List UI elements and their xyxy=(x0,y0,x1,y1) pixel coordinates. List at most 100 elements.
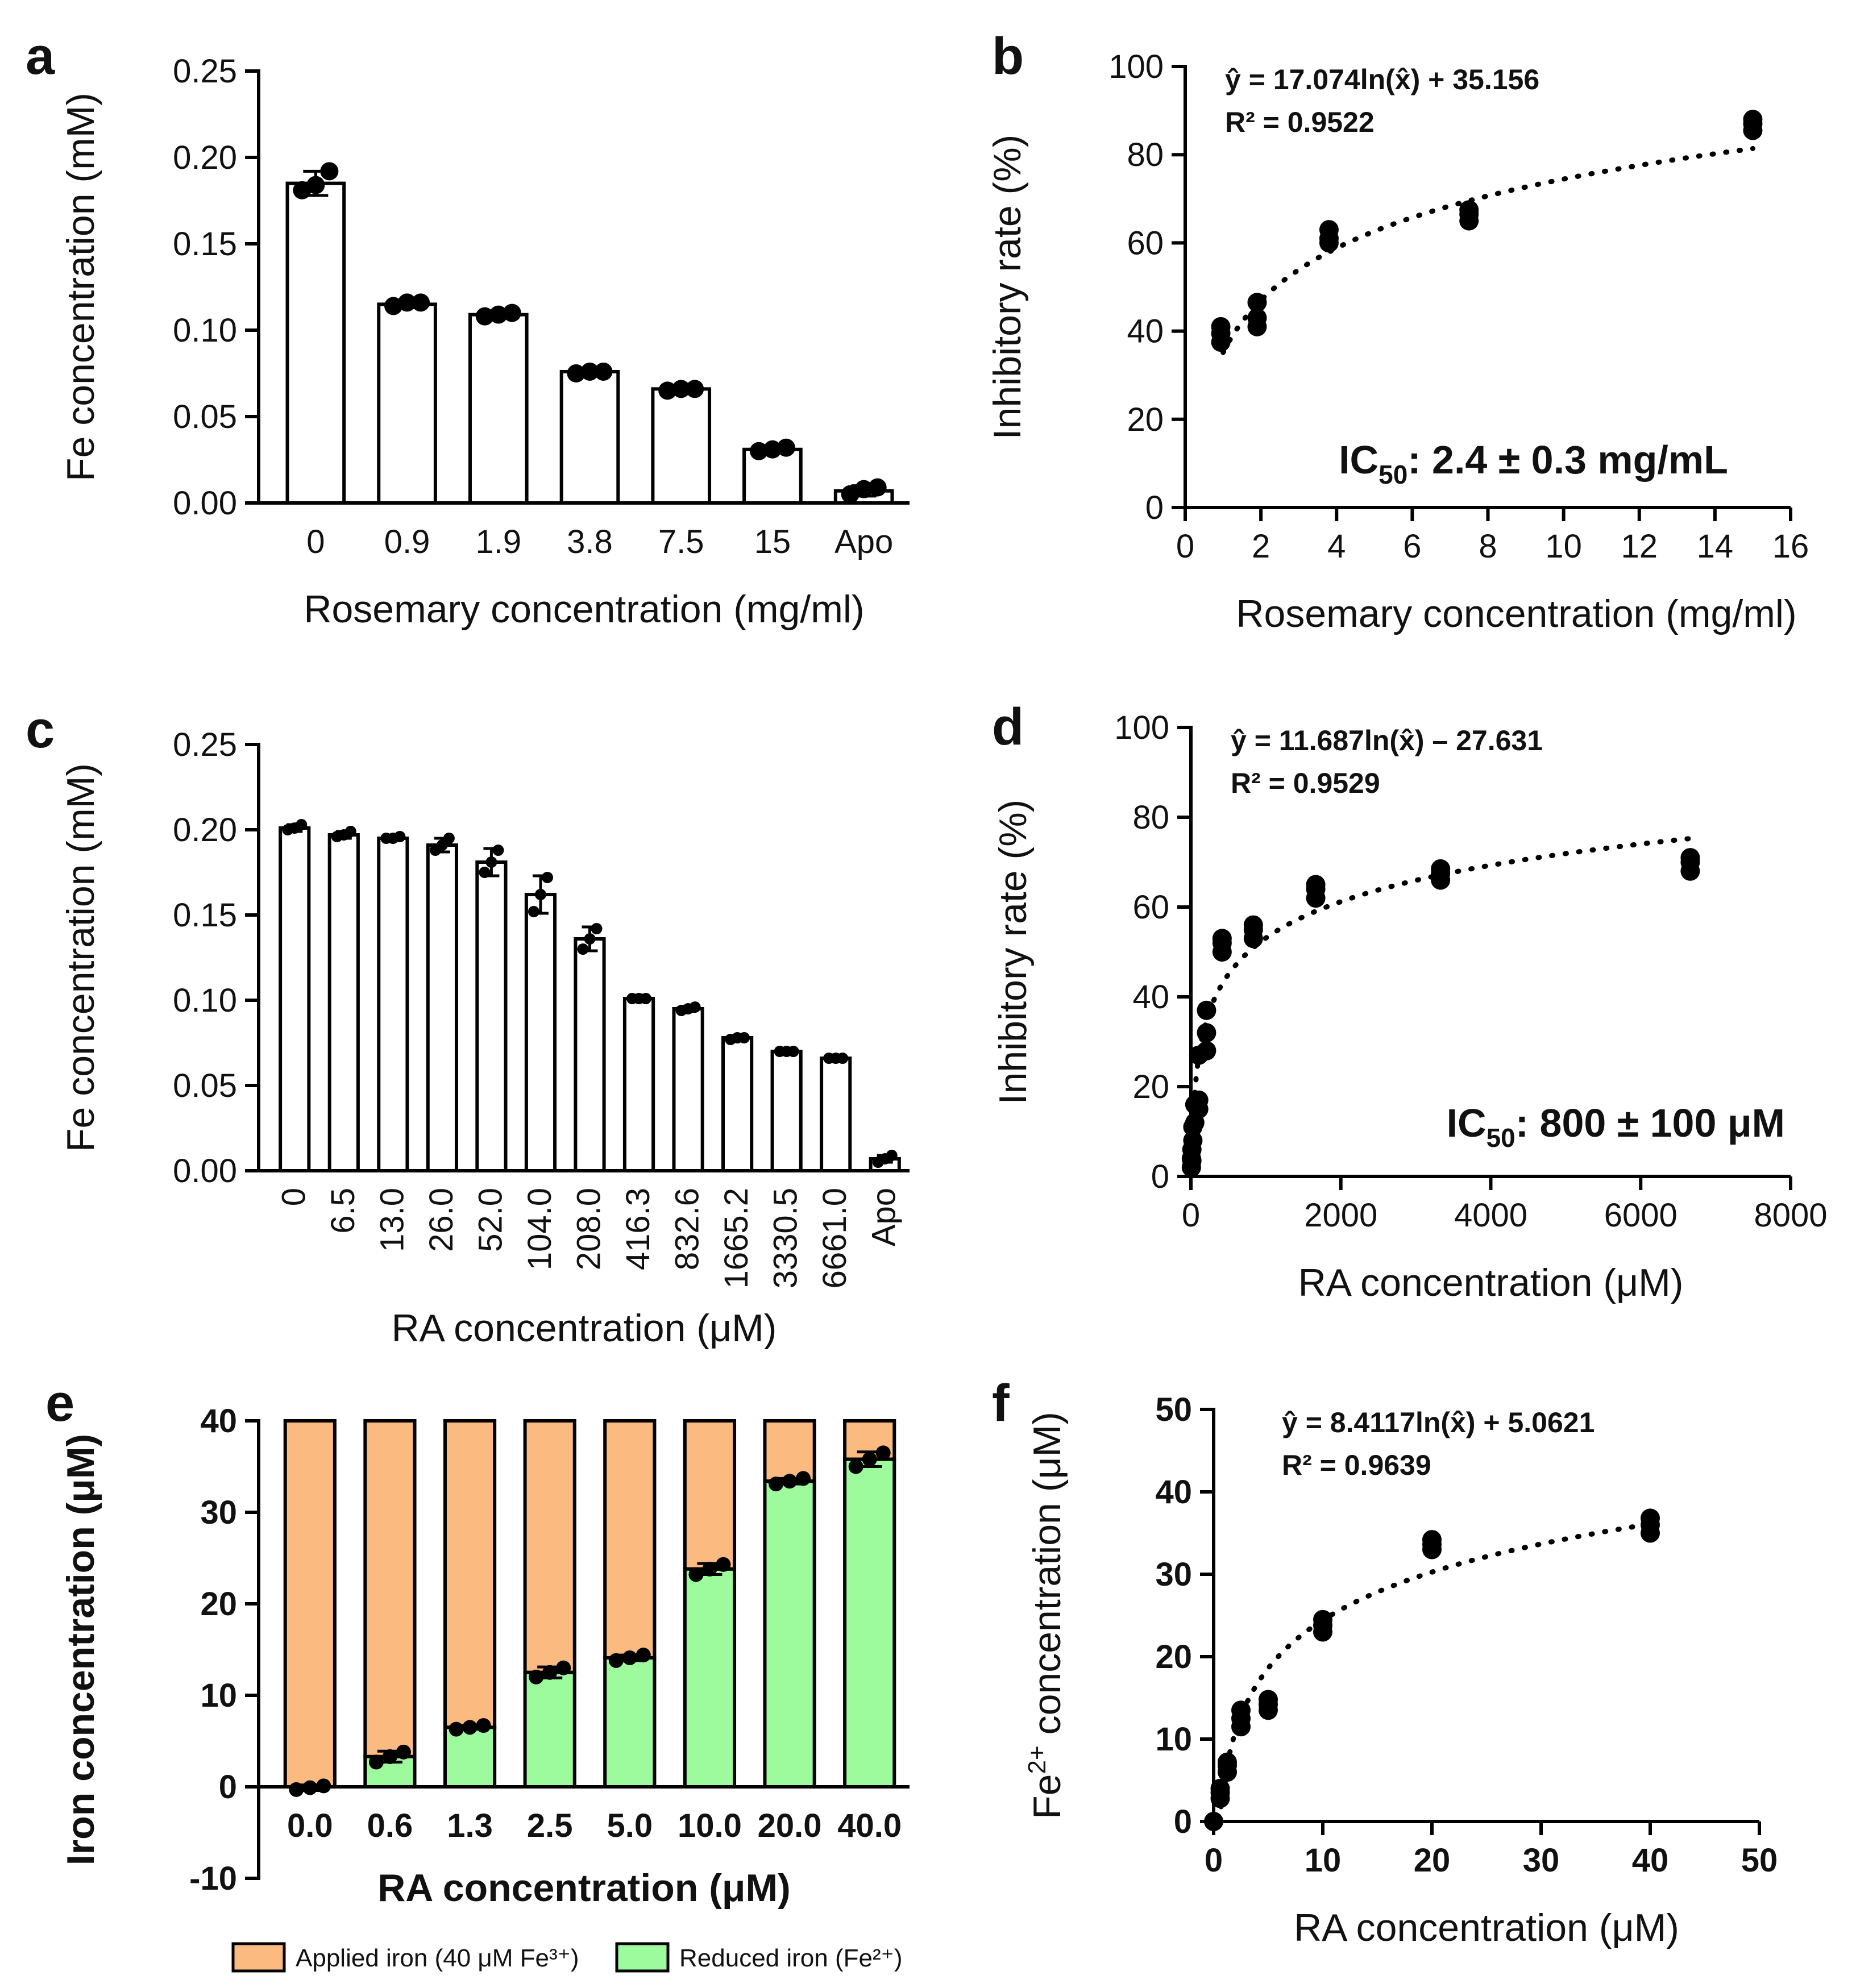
x-tick-label: 1665.2 xyxy=(718,1188,755,1288)
y-tick-label: 0.25 xyxy=(173,53,237,90)
ic50-prefix: IC xyxy=(1447,1101,1487,1145)
data-point xyxy=(368,1754,384,1770)
data-point xyxy=(658,381,677,400)
data-point xyxy=(580,362,599,381)
y-tick-label: 0.20 xyxy=(173,812,237,849)
x-tick-label: 14 xyxy=(1697,528,1734,565)
x-tick-label: 0 xyxy=(1205,1842,1223,1879)
data-point xyxy=(503,303,521,322)
data-point xyxy=(344,826,356,837)
y-tick-label: 80 xyxy=(1132,799,1169,836)
data-point xyxy=(848,1459,863,1474)
x-tick-label: 0 xyxy=(275,1188,312,1206)
y-tick-label: 100 xyxy=(1108,48,1164,85)
x-tick-label: 0 xyxy=(1176,528,1194,565)
y-tick-label: 20 xyxy=(1127,401,1164,438)
chart-a: 0 0.9 1.9 3.8 7.5 15 Apo 0.00 0.05 0.10 0.15 0.20 0.… xyxy=(59,53,910,631)
data-point xyxy=(749,442,768,460)
y-tick-label: 0.15 xyxy=(173,897,237,934)
fit-equation: ŷ = 17.074ln(x̂) + 35.156 xyxy=(1225,64,1539,95)
data-point xyxy=(837,1053,849,1064)
data-point xyxy=(320,162,339,181)
data-point xyxy=(640,993,652,1004)
x-tick-label: 3330.5 xyxy=(767,1188,804,1288)
x-tick-label: 6661.0 xyxy=(816,1188,853,1288)
x-tick-label: 16 xyxy=(1772,528,1809,565)
data-point xyxy=(763,440,782,459)
r-squared: R² = 0.9639 xyxy=(1282,1449,1431,1481)
data-point xyxy=(289,1782,304,1797)
x-tick-label: 0.6 xyxy=(367,1807,413,1844)
legend-label-reduced: Reduced iron (Fe²⁺) xyxy=(679,1944,902,1972)
y-tick-label: 30 xyxy=(200,1494,237,1531)
data-point xyxy=(875,1445,891,1461)
bar-reduced-iron xyxy=(843,1457,896,1789)
y-tick-label: 20 xyxy=(1155,1638,1192,1675)
data-point xyxy=(1189,1090,1209,1110)
data-point xyxy=(528,906,539,917)
y-tick-label: 0.25 xyxy=(173,726,237,763)
bar xyxy=(426,843,458,1172)
data-point xyxy=(1431,859,1451,879)
bar-applied-iron xyxy=(443,1419,497,1729)
y-axis-label: Iron concentration (μM) xyxy=(59,1434,102,1865)
y-tick-label: 50 xyxy=(1155,1391,1192,1428)
fit-curve xyxy=(1217,1521,1653,1823)
data-point xyxy=(476,1718,491,1733)
data-point xyxy=(1197,1023,1216,1043)
data-point xyxy=(1459,200,1479,220)
x-tick-label: 4 xyxy=(1327,528,1346,565)
bar xyxy=(377,837,409,1172)
bar xyxy=(721,1036,754,1172)
bar xyxy=(285,181,346,505)
bar xyxy=(377,302,437,505)
data-point xyxy=(716,1557,731,1572)
x-tick-label: 416.3 xyxy=(620,1188,657,1270)
data-point xyxy=(398,293,417,312)
x-tick-label: 15 xyxy=(754,523,791,560)
panel-label-c: c xyxy=(26,701,55,759)
data-point xyxy=(293,181,312,199)
data-point xyxy=(688,1567,704,1582)
x-tick-label: 6000 xyxy=(1604,1197,1678,1234)
y-tick-label: 0.00 xyxy=(173,1153,237,1190)
bar-reduced-iron xyxy=(443,1725,497,1789)
data-point xyxy=(886,1150,898,1161)
bar xyxy=(327,833,360,1172)
x-tick-label: 0 xyxy=(1182,1197,1200,1234)
data-point xyxy=(1319,220,1339,240)
chart-e: 0.0 0.6 1.3 2.5 5.0 10.0 20.0 40.0 -10 0 10 20 30 40 I… xyxy=(59,1403,910,1973)
bar-applied-iron xyxy=(603,1419,657,1660)
y-tick-label: 0 xyxy=(219,1769,237,1806)
data-point xyxy=(854,480,873,498)
x-axis-label: RA concentration (μM) xyxy=(377,1866,791,1910)
panel-label-e: e xyxy=(45,1374,74,1432)
y-tick-label: -10 xyxy=(189,1860,237,1897)
y-tick-label: 0.10 xyxy=(173,312,237,349)
data-point xyxy=(394,831,406,842)
bar-reduced-iron xyxy=(603,1656,657,1789)
x-tick-label: 13.0 xyxy=(373,1188,410,1252)
bar-applied-iron xyxy=(523,1419,576,1674)
x-tick-label: 20 xyxy=(1414,1842,1451,1879)
y-axis-label: Fe concentration (mM) xyxy=(59,763,102,1152)
data-point xyxy=(1212,929,1232,949)
data-point xyxy=(384,297,403,315)
data-point xyxy=(841,485,860,504)
data-point xyxy=(542,1665,558,1680)
ic50-label: IC50: 2.4 ± 0.3 mg/mL xyxy=(1339,438,1728,489)
y-tick-label: 10 xyxy=(1155,1721,1192,1758)
r-squared: R² = 0.9529 xyxy=(1231,767,1380,799)
data-point xyxy=(1243,915,1263,935)
data-point xyxy=(702,1561,717,1577)
x-tick-label: 4000 xyxy=(1454,1197,1527,1234)
y-tick-label: 0.10 xyxy=(173,982,237,1019)
data-point xyxy=(689,1001,701,1013)
panel-label-f: f xyxy=(992,1374,1010,1432)
x-tick-label: 6.5 xyxy=(325,1188,362,1234)
legend-swatch-reduced xyxy=(615,1942,670,1973)
bar xyxy=(820,1057,852,1172)
data-point xyxy=(449,1721,464,1737)
chart-f: 0 10 20 30 40 50 0 10 20 30 40 50 Fe2+ concentration… xyxy=(1023,1391,1778,1949)
